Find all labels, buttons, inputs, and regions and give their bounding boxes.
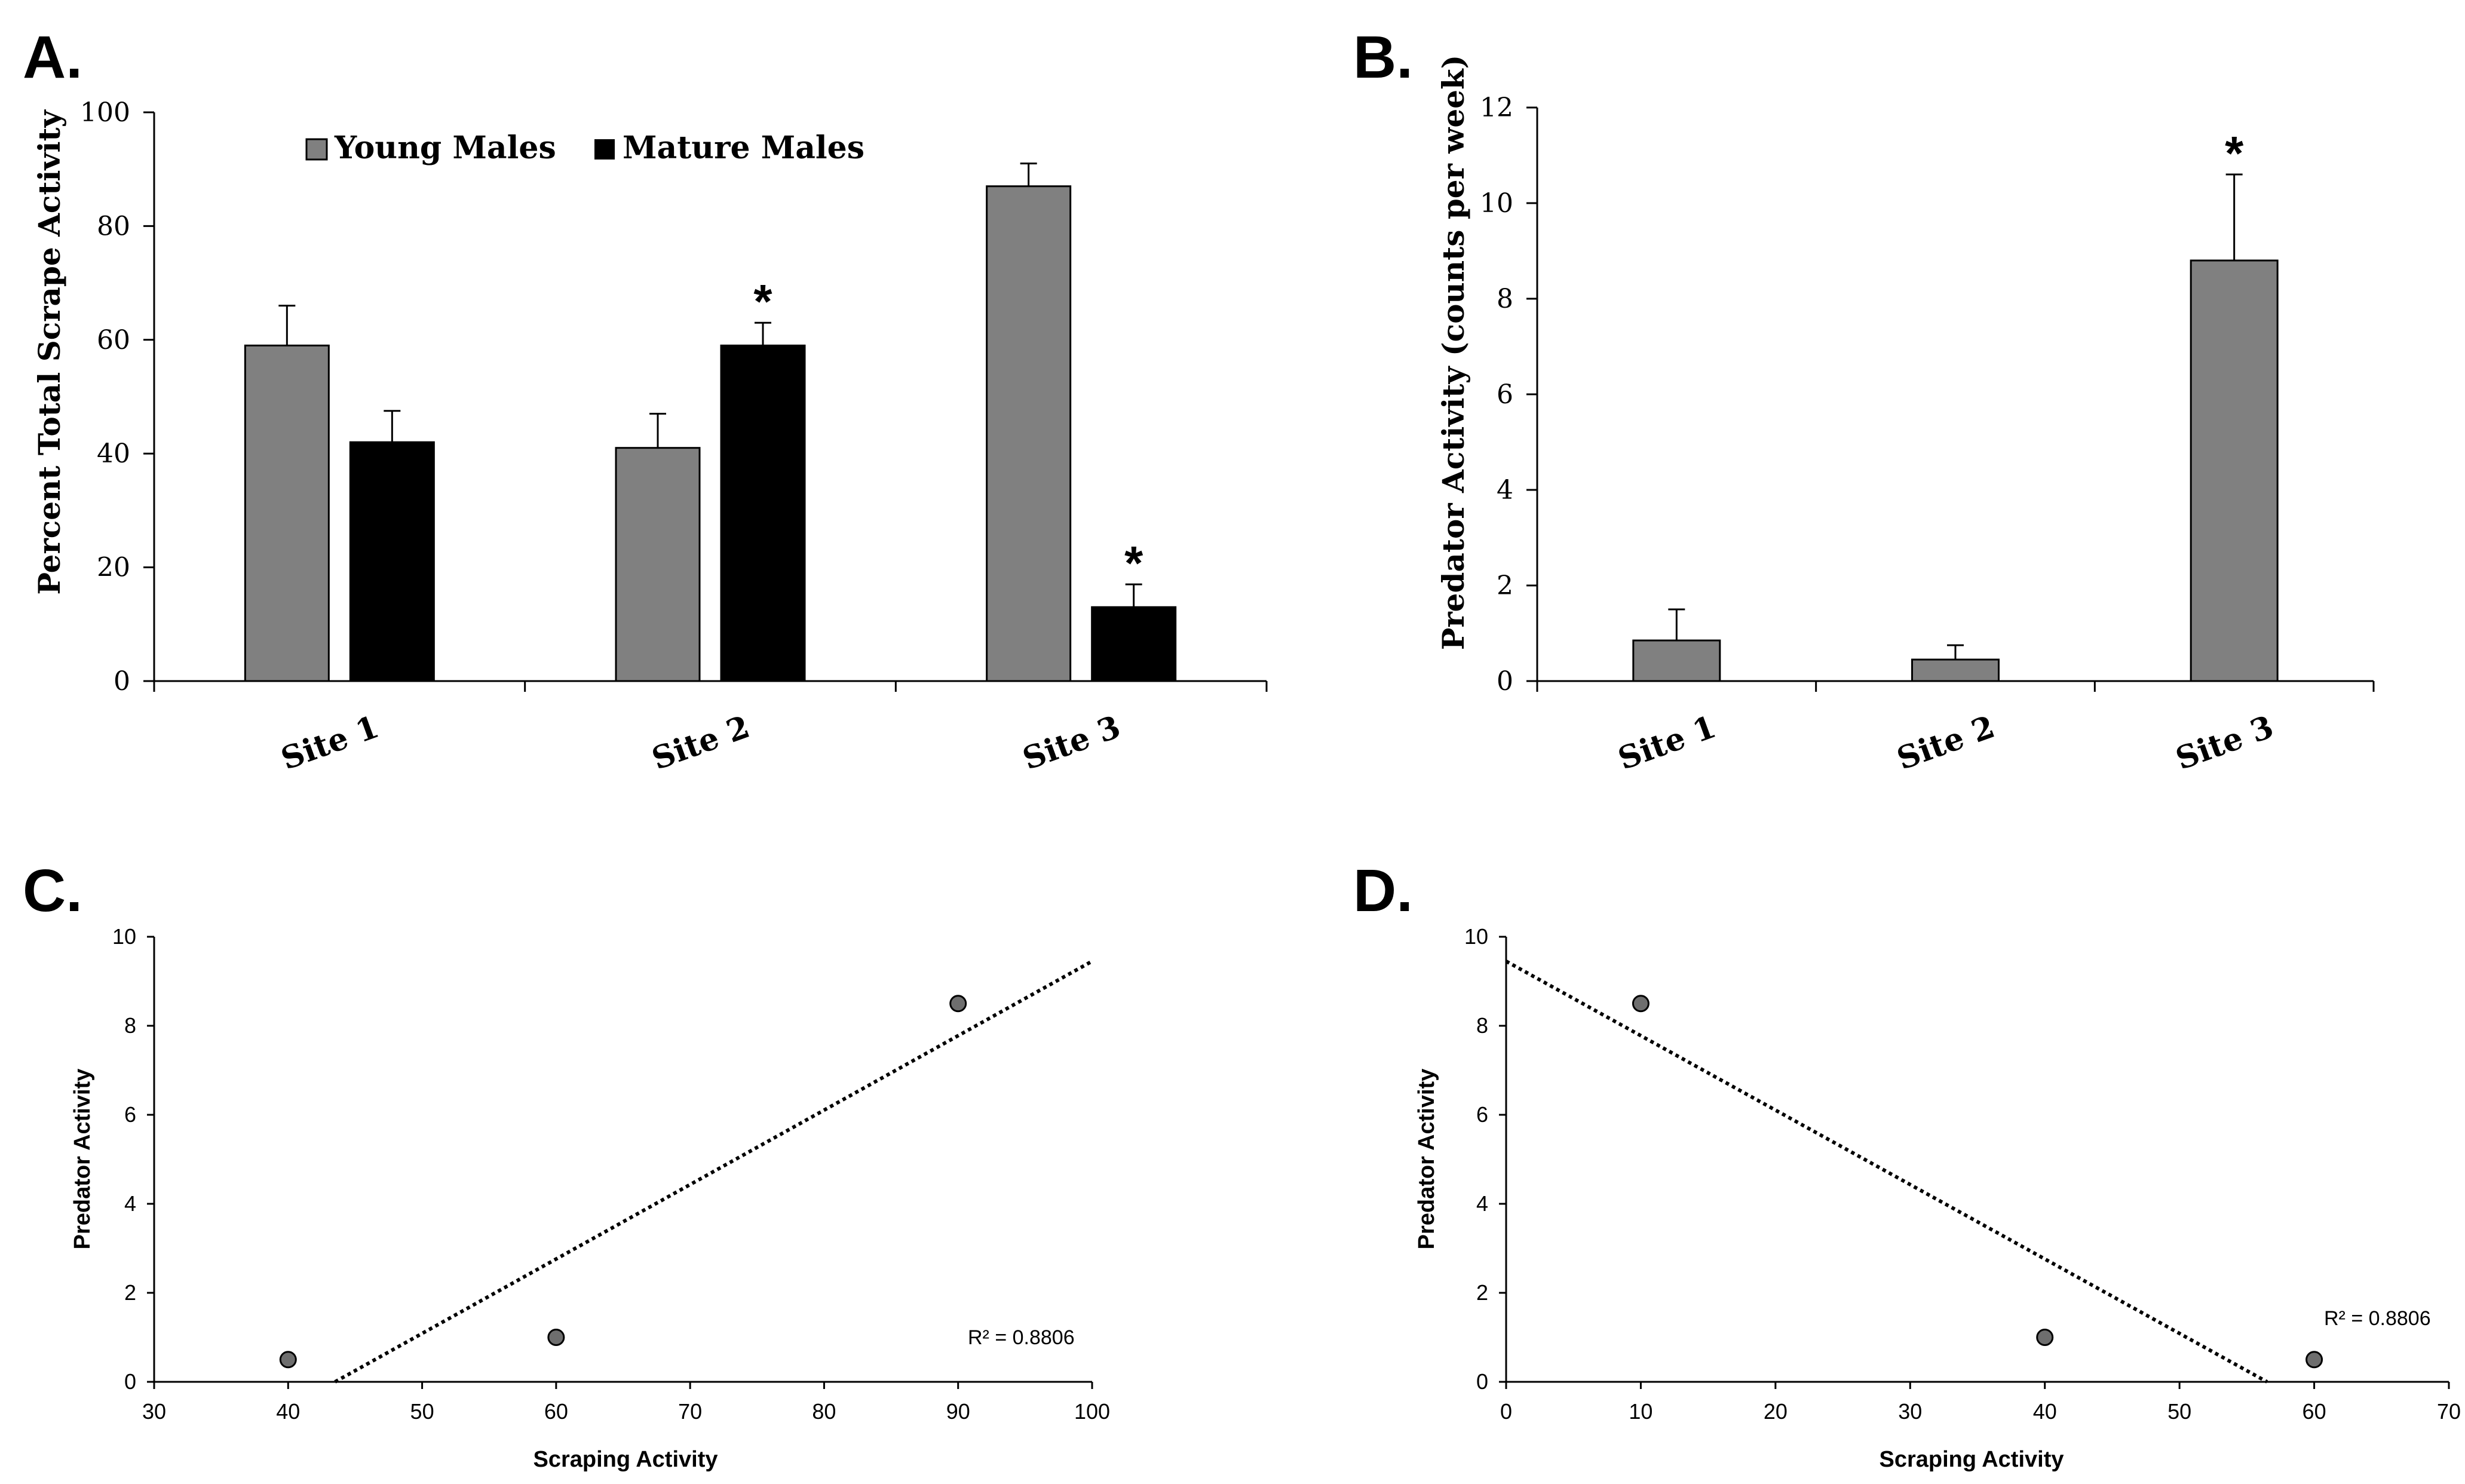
panel-c-scatter-plot: 0 2 4 6 8 10 30 40 50 60 70 80 90 100 Scraping Activi… (70, 924, 1110, 1472)
panel-a-significance-star: * (753, 275, 772, 328)
panel-b-bar-predator-activity (1911, 658, 2000, 682)
panel-b-bars: * (1632, 127, 2279, 682)
panel-d-x-tick-label: 60 (2302, 1399, 2326, 1424)
panel-b-y-tick-label: 6 (1497, 379, 1513, 410)
panel-d-y-tick-label: 2 (1476, 1280, 1488, 1305)
panel-d-x-tick-label: 70 (2437, 1399, 2461, 1424)
panel-c-x-tick-label: 50 (410, 1399, 434, 1424)
panel-d-data-point (2036, 1329, 2054, 1346)
panel-c-x-tick-label: 40 (276, 1399, 300, 1424)
panel-c-data-point (547, 1329, 565, 1346)
panel-c-x-axis-label: Scraping Activity (533, 1447, 718, 1472)
panel-a-bars: ** (244, 162, 1177, 682)
panel-d-data-point (1632, 995, 1650, 1013)
panel-a-bar-mature-males (1091, 606, 1177, 682)
panel-d-scatter-plot: 0 2 4 6 8 10 0 10 20 30 40 50 60 70 Scraping Activity… (1414, 924, 2461, 1472)
panel-c-y-tick-label: 6 (124, 1102, 136, 1127)
panel-c-data-point (949, 995, 967, 1013)
legend-label-mature-males: Mature Males (623, 130, 864, 166)
panel-c-x-tick-label: 100 (1074, 1399, 1110, 1424)
panel-d-x-tick-label: 0 (1500, 1399, 1512, 1424)
panel-letter-a: A. (23, 24, 82, 91)
panel-d-points (1505, 959, 2323, 1384)
panel-a-category-label: Site 1 (277, 709, 384, 777)
panel-a-bar-mature-males (349, 441, 435, 682)
panel-b-y-axis-label: Predator Activity (counts per week) (1436, 55, 1471, 651)
panel-d-y-axis-label: Predator Activity (1414, 1069, 1439, 1250)
panel-b-significance-star: * (2225, 127, 2244, 180)
panel-a-significance-star: * (1124, 536, 1143, 590)
panel-d-x-tick-label: 30 (1898, 1399, 1922, 1424)
panel-d-x-axis-label: Scraping Activity (1879, 1447, 2064, 1472)
panel-c-y-tick-label: 8 (124, 1013, 136, 1038)
panel-d-y-tick-label: 8 (1476, 1013, 1488, 1038)
panel-a-y-tick-label: 80 (97, 211, 130, 241)
panel-d-y-tick-label: 6 (1476, 1102, 1488, 1127)
panel-b-bar-chart: 0 2 4 6 8 10 12 Site 1 Site 2 Site 3 * Predator A… (1436, 55, 2375, 777)
legend-swatch-mature-males (594, 139, 615, 160)
panel-letter-b: B. (1353, 24, 1413, 91)
panel-a-bar-young-males (986, 185, 1072, 682)
panel-c-x-tick-label: 60 (544, 1399, 568, 1424)
panel-c-y-tick-label: 10 (112, 924, 136, 949)
panel-a-y-axis-label: Percent Total Scrape Activity (32, 109, 67, 594)
panel-c-y-tick-label: 0 (124, 1369, 136, 1394)
panel-c-x-tick-label: 90 (946, 1399, 970, 1424)
panel-c-data-point (279, 1351, 297, 1369)
panel-c-points (279, 959, 1093, 1384)
panel-c-trendline (334, 959, 1093, 1384)
panel-d-x-tick-label: 10 (1629, 1399, 1652, 1424)
panel-d-y-tick-label: 4 (1476, 1191, 1488, 1216)
panel-d-x-tick-label: 50 (2167, 1399, 2191, 1424)
panel-d-data-point (2305, 1351, 2323, 1369)
panel-b-y-tick-label: 2 (1497, 571, 1513, 601)
panel-c-axes: 0 2 4 6 8 10 30 40 50 60 70 80 90 100 (112, 924, 1110, 1424)
panel-d-axes: 0 2 4 6 8 10 0 10 20 30 40 50 60 70 (1464, 924, 2461, 1424)
panel-a-bar-young-males (244, 344, 330, 682)
panel-b-y-tick-label: 0 (1497, 666, 1513, 697)
panel-a-y-tick-label: 0 (114, 666, 130, 697)
panel-b-bar-predator-activity (1632, 639, 1721, 682)
panel-c-y-tick-label: 2 (124, 1280, 136, 1305)
panel-letter-c: C. (23, 857, 82, 924)
legend-swatch-young-males (305, 138, 328, 161)
panel-d-y-tick-label: 10 (1464, 924, 1488, 949)
panel-c-x-tick-label: 30 (142, 1399, 166, 1424)
panel-a-bar-young-males (615, 447, 701, 682)
panel-d-y-tick-label: 0 (1476, 1369, 1488, 1394)
panel-b-y-tick-label: 10 (1480, 188, 1513, 219)
panel-a-y-tick-label: 100 (80, 97, 130, 128)
panel-b-y-tick-label: 8 (1497, 284, 1513, 314)
panel-a-y-tick-label: 20 (97, 553, 130, 583)
panel-a-y-tick-label: 60 (97, 325, 130, 355)
panel-d-r-squared: R² = 0.8806 (2324, 1307, 2431, 1330)
panel-b-bar-predator-activity (2190, 259, 2279, 682)
panel-c-y-tick-label: 4 (124, 1191, 136, 1216)
panel-c-x-tick-label: 70 (678, 1399, 702, 1424)
panel-b-category-label: Site 2 (1892, 709, 1999, 777)
panel-a-bar-mature-males (720, 344, 806, 682)
panel-a-y-tick-label: 40 (97, 439, 130, 469)
panel-a-legend: Young Males Mature Males (305, 130, 864, 166)
panel-c-y-axis-label: Predator Activity (70, 1069, 95, 1250)
panel-c-r-squared: R² = 0.8806 (968, 1326, 1075, 1349)
panel-d-x-tick-label: 40 (2033, 1399, 2057, 1424)
panel-b-y-tick-label: 4 (1497, 475, 1513, 505)
legend-label-young-males: Young Males (334, 130, 556, 166)
panel-b-category-label: Site 1 (1614, 709, 1721, 777)
panel-letter-d: D. (1353, 857, 1413, 924)
panel-c-x-tick-label: 80 (812, 1399, 836, 1424)
panel-b-y-tick-label: 12 (1480, 93, 1513, 123)
panel-d-trendline (1505, 959, 2268, 1384)
panel-d-x-tick-label: 20 (1764, 1399, 1788, 1424)
panel-a-category-label: Site 3 (1018, 709, 1125, 777)
panel-a-category-label: Site 2 (647, 709, 754, 777)
panel-b-category-label: Site 3 (2171, 709, 2278, 777)
